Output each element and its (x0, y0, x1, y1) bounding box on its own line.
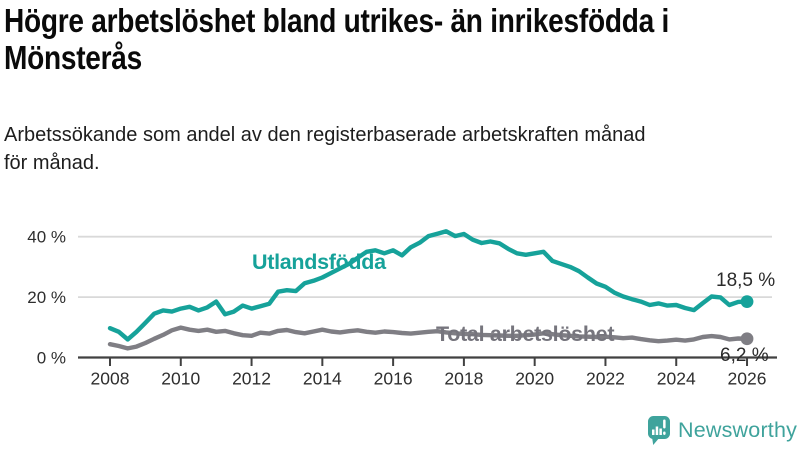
page-title: Högre arbetslöshet bland utrikes- än inr… (4, 2, 669, 76)
y-tick-label: 20 % (27, 288, 66, 307)
x-tick-label: 2022 (586, 369, 625, 389)
newsworthy-logo: Newsworthy (647, 414, 797, 446)
chart-subtitle-line-1: Arbetssökande som andel av den registerb… (4, 124, 646, 146)
series-line-0 (107, 229, 750, 342)
x-tick-label: 2024 (657, 369, 696, 389)
x-tick-label: 2012 (232, 369, 271, 389)
chart-subtitle-line-2: för månad. (4, 152, 100, 174)
series-label-total-arbetsloshet: Total arbetslöshet (436, 322, 615, 346)
x-tick-label: 2008 (91, 369, 130, 389)
page-title-line-1: Högre arbetslöshet bland utrikes- än inr… (4, 2, 670, 39)
series-end-dot-1 (740, 332, 754, 346)
end-value-label-total: 6,2 % (720, 345, 769, 366)
x-tick-label: 2016 (374, 369, 413, 389)
x-tick-label: 2026 (728, 369, 767, 389)
y-tick-label: 0 % (37, 349, 66, 368)
x-tick-label: 2010 (161, 369, 200, 389)
newsworthy-brand-name: Newsworthy (678, 417, 798, 442)
x-tick-label: 2018 (444, 369, 483, 389)
chart-subtitle: Arbetssökande som andel av den registerb… (4, 121, 646, 177)
y-tick-label: 40 % (27, 228, 66, 247)
series-label-utlandsfodda: Utlandsfödda (252, 250, 386, 274)
end-value-label-utlandsfodda: 18,5 % (716, 270, 776, 291)
newsworthy-bubble-chart-icon (648, 415, 670, 445)
series-end-dot-0 (740, 295, 754, 309)
x-tick-label: 2020 (515, 369, 554, 389)
x-tick-label: 2014 (303, 369, 342, 389)
page-title-line-2: Mönsterås (4, 39, 143, 76)
series-line-1 (107, 325, 750, 351)
